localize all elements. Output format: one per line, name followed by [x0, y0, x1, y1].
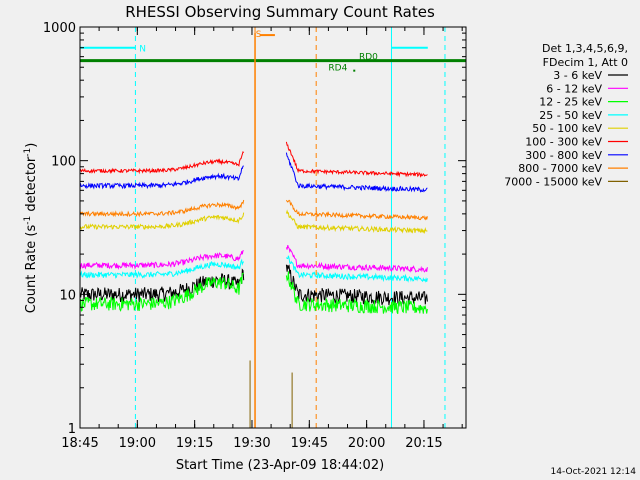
flag-label: N	[139, 45, 146, 55]
series-line	[79, 165, 244, 190]
chart-title: RHESSI Observing Summary Count Rates	[125, 3, 435, 21]
series-line	[285, 141, 428, 178]
axes: 1 10 100 1000 18:45 19:00 19:15 19:30 19:45 20:00…	[43, 21, 466, 451]
legend-label: 100 - 300 keV	[525, 136, 602, 149]
series-line	[79, 212, 245, 231]
y-label-sup1: -1	[23, 216, 33, 225]
series-line	[285, 152, 428, 193]
legend-label: 50 - 100 keV	[532, 122, 602, 135]
series-line	[285, 271, 428, 315]
x-tick-label: 19:45	[291, 436, 328, 451]
y-axis-label: Count Rate (s-1 detector-1)	[23, 143, 39, 314]
legend-header: FDecim 1, Att 0	[543, 56, 628, 69]
series-line	[285, 244, 428, 273]
x-tick-label: 18:45	[61, 436, 98, 451]
legend-label: 3 - 6 keV	[553, 69, 602, 82]
y-tick-label: 1000	[43, 21, 76, 36]
legend-label: 25 - 50 keV	[539, 109, 602, 122]
series-line	[79, 258, 245, 279]
flag-label: RD0	[359, 53, 378, 63]
flag-dot	[353, 69, 356, 72]
x-tick-label: 19:15	[176, 436, 213, 451]
y-tick-label: 1	[68, 422, 76, 437]
series-line	[79, 199, 245, 218]
legend-label: 6 - 12 keV	[546, 82, 602, 95]
y-tick-label: 100	[51, 155, 76, 170]
legend-label: 12 - 25 keV	[539, 96, 602, 109]
x-tick-label: 20:00	[348, 436, 385, 451]
x-axis-label: Start Time (23-Apr-09 18:44:02)	[176, 458, 384, 473]
series-line	[285, 199, 428, 221]
footer-timestamp: 14-Oct-2021 12:14	[551, 467, 637, 477]
y-label-prefix: Count Rate (s	[24, 225, 39, 314]
legend-label: 7000 - 15000 keV	[504, 175, 602, 188]
x-tick-label: 19:30	[233, 436, 270, 451]
series-line	[79, 268, 245, 303]
x-tick-label: 19:00	[119, 436, 156, 451]
flag-label: RD4	[328, 64, 347, 74]
y-tick-label: 10	[59, 288, 76, 303]
flag-label: S	[256, 30, 262, 40]
series-line	[285, 209, 428, 235]
legend: Det 1,3,4,5,6,9,FDecim 1, Att 03 - 6 keV…	[504, 42, 628, 188]
x-tick-label: 20:15	[405, 436, 442, 451]
y-label-suffix: )	[24, 143, 39, 148]
legend-label: 800 - 7000 keV	[518, 162, 602, 175]
plot-frame	[79, 26, 467, 429]
series-line	[286, 255, 428, 283]
legend-header: Det 1,3,4,5,6,9,	[542, 42, 628, 55]
legend-label: 300 - 800 keV	[525, 149, 602, 162]
series-line	[79, 150, 245, 175]
plot-area: N S RD4 RD0	[79, 27, 466, 428]
series-line	[79, 272, 244, 312]
y-label-sup2: -1	[23, 148, 33, 157]
series-line	[79, 250, 244, 270]
y-label-mid: detector	[24, 156, 39, 216]
